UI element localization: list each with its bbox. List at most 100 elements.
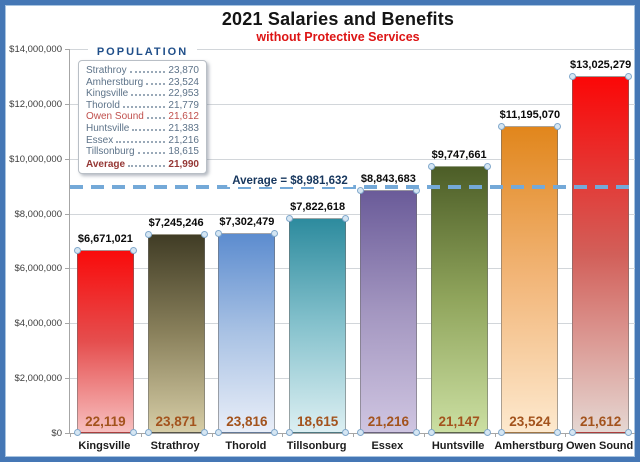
legend-row-name: Thorold <box>86 99 120 111</box>
selection-handle <box>412 429 420 436</box>
y-axis-tick <box>65 378 70 380</box>
selection-handle <box>427 162 435 170</box>
y-axis-tick <box>65 103 70 105</box>
y-axis-tick <box>65 268 70 270</box>
selection-handle <box>356 429 364 436</box>
selection-handle <box>144 231 152 239</box>
bar-population-label: 23,524 <box>509 414 551 429</box>
legend-row-value: 21,383 <box>168 122 199 134</box>
bar-value-label: $8,843,683 <box>360 173 416 186</box>
legend-row-amherstburg: Amherstburg 23,524 <box>86 77 199 89</box>
x-axis-tick <box>70 433 71 437</box>
bar-thorold[interactable]: 23,816 <box>215 229 279 436</box>
average-line-label: Average = $8,981,632 <box>227 174 353 187</box>
bar-population-label: 23,871 <box>155 414 197 429</box>
y-axis-tick <box>65 49 70 50</box>
category-label-kingsville: Kingsville <box>78 440 131 452</box>
bar-amherstburg[interactable]: 23,524 <box>498 122 562 436</box>
legend-row-name: Kingsville <box>86 88 129 100</box>
bar-population-label: 18,615 <box>296 414 339 429</box>
legend-row-value: 21,612 <box>168 111 199 123</box>
y-axis-label: $10,000,000 <box>9 153 62 165</box>
legend-row-name: Amherstburg <box>86 76 144 88</box>
legend-row-value: 21,216 <box>168 134 199 146</box>
bar-owen-sound[interactable]: 21,612 <box>569 72 633 436</box>
legend-row-value: 23,870 <box>168 65 199 76</box>
legend-row-name: Essex <box>86 134 114 146</box>
selection-handle <box>554 429 562 436</box>
y-axis-label: $2,000,000 <box>14 373 62 385</box>
bar-huntsville[interactable]: 21,147 <box>427 162 491 436</box>
selection-handle <box>569 72 577 80</box>
gridline <box>70 103 635 105</box>
selection-handle <box>427 429 435 436</box>
bar-essex[interactable]: 21,216 <box>356 187 420 436</box>
selection-handle <box>271 229 279 237</box>
y-axis-label: $12,000,000 <box>9 98 62 110</box>
category-label-strathroy: Strathroy <box>150 440 200 452</box>
legend-row-name: Huntsville <box>86 122 130 134</box>
legend-row-owen-sound: Owen Sound 21,612 <box>86 111 199 123</box>
bar-tillsonburg[interactable]: 18,615 <box>286 215 350 436</box>
legend-row-average: Average 21,990 <box>86 158 199 171</box>
legend-row-value: 21,990 <box>168 158 199 170</box>
bar-value-label: $9,747,661 <box>431 148 487 161</box>
selection-handle <box>73 247 81 255</box>
x-axis-tick <box>140 433 142 437</box>
bar-value-label: $7,245,246 <box>148 217 204 230</box>
bar-population-label: 21,147 <box>438 414 480 429</box>
leader-dots <box>116 140 166 143</box>
selection-handle <box>342 215 350 223</box>
legend-row-value: 23,524 <box>168 76 199 88</box>
leader-dots <box>131 94 166 97</box>
gridline <box>70 158 635 160</box>
gridline <box>70 49 635 50</box>
y-axis-tick <box>65 323 70 325</box>
y-axis-label: $0 <box>51 428 62 439</box>
selection-handle <box>215 229 223 237</box>
leader-dots <box>146 117 166 120</box>
category-label-owen-sound: Owen Sound <box>566 440 634 452</box>
y-axis-tick <box>65 213 70 215</box>
y-axis-label: $6,000,000 <box>14 263 62 275</box>
x-axis-tick <box>565 433 567 437</box>
selection-handle <box>625 72 633 80</box>
selection-handle <box>286 429 294 436</box>
legend-row-thorold: Thorold 21,779 <box>86 100 199 112</box>
legend-row-value: 18,615 <box>168 146 199 158</box>
category-label-huntsville: Huntsville <box>431 440 485 452</box>
x-axis-tick <box>282 433 284 437</box>
selection-handle <box>271 429 279 436</box>
y-axis-tick <box>65 158 70 160</box>
leader-dots <box>122 105 166 108</box>
bar-value-label: $6,671,021 <box>77 233 133 246</box>
gridline <box>70 378 635 380</box>
bar-value-label: $7,822,618 <box>290 201 346 214</box>
selection-handle <box>200 429 208 436</box>
selection-handle <box>129 247 137 255</box>
average-line <box>70 184 635 189</box>
bar-population-label: 22,119 <box>85 414 126 429</box>
leader-dots <box>128 164 166 167</box>
legend-title: POPULATION <box>88 46 197 58</box>
selection-handle <box>498 122 506 130</box>
plot-area: Average = $8,981,632 22,119 $6,671,021 23,… <box>65 49 635 437</box>
selection-handle <box>498 429 506 436</box>
bar-strathroy[interactable]: 23,871 <box>144 231 208 436</box>
selection-handle <box>483 429 491 436</box>
legend-row-name: Strathroy <box>86 65 127 76</box>
selection-handle <box>554 122 562 130</box>
x-axis-tick <box>353 433 354 437</box>
population-legend: POPULATION Strathroy 23,870 Amherstburg 23,… <box>78 46 207 175</box>
selection-handle <box>215 429 223 436</box>
bar-population-label: 21,216 <box>367 414 410 429</box>
y-axis-label: $8,000,000 <box>14 208 62 220</box>
legend-box: Strathroy 23,870 Amherstburg 23,524 Kingsvil… <box>78 60 207 175</box>
legend-row-kingsville: Kingsville 22,953 <box>86 88 199 100</box>
selection-handle <box>625 429 633 436</box>
chart-title: 2021 Salaries and Benefits <box>221 9 455 29</box>
selection-handle <box>342 429 350 436</box>
legend-row-name: Tillsonburg <box>86 146 135 158</box>
bar-kingsville[interactable]: 22,119 <box>73 247 137 436</box>
